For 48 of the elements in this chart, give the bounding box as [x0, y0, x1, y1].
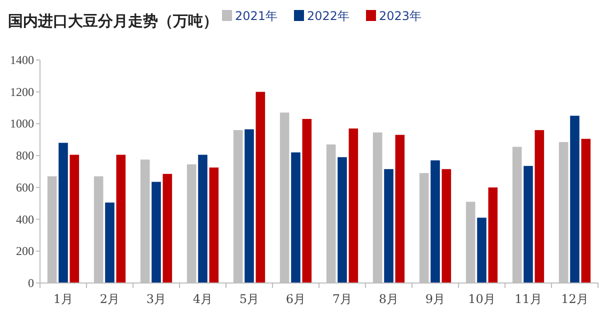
x-tick-label: 6月 — [286, 292, 306, 306]
bar — [152, 182, 161, 283]
bar — [338, 157, 347, 283]
bar — [570, 116, 580, 283]
x-tick-label: 12月 — [561, 292, 588, 306]
bar — [209, 168, 219, 283]
y-tick-label: 1000 — [10, 116, 34, 131]
bar — [162, 174, 172, 283]
x-tick-label: 2月 — [100, 292, 120, 306]
bar — [488, 187, 498, 283]
bar — [302, 118, 312, 283]
x-tick-label: 9月 — [425, 292, 446, 306]
bar — [105, 202, 114, 283]
y-tick-label: 1400 — [10, 53, 34, 67]
y-tick-label: 0 — [28, 276, 34, 290]
bar — [116, 154, 126, 283]
bar — [534, 130, 544, 283]
x-tick-label: 4月 — [192, 292, 213, 306]
y-tick-label: 200 — [16, 244, 34, 258]
x-tick-label: 5月 — [239, 292, 260, 306]
x-tick-label: 8月 — [378, 292, 399, 306]
bar — [198, 154, 208, 283]
bar — [244, 129, 254, 283]
y-tick-label: 400 — [16, 212, 34, 226]
x-tick-label: 3月 — [146, 292, 166, 306]
x-tick-label: 11月 — [514, 292, 542, 306]
y-tick-label: 600 — [16, 180, 34, 194]
x-tick-label: 1月 — [53, 292, 74, 306]
x-tick-label: 7月 — [332, 292, 352, 306]
bar — [348, 128, 358, 283]
legend-label: 2023年 — [379, 9, 422, 23]
y-tick-label: 800 — [16, 148, 34, 163]
x-tick-label: 10月 — [468, 292, 496, 306]
bar — [256, 92, 266, 283]
y-tick-label: 1200 — [10, 84, 34, 99]
bar — [581, 138, 591, 283]
bar — [384, 169, 394, 283]
legend-label: 2021年 — [235, 9, 278, 23]
legend-label: 2022年 — [307, 9, 350, 23]
bar — [395, 134, 405, 283]
bar — [70, 154, 80, 283]
chart-title: 国内进口大豆分月走势（万吨） — [8, 12, 218, 30]
bar — [524, 166, 533, 283]
bar — [58, 142, 68, 283]
bar — [477, 218, 486, 283]
bar — [430, 160, 440, 283]
bar — [442, 169, 452, 283]
bar — [291, 152, 300, 283]
